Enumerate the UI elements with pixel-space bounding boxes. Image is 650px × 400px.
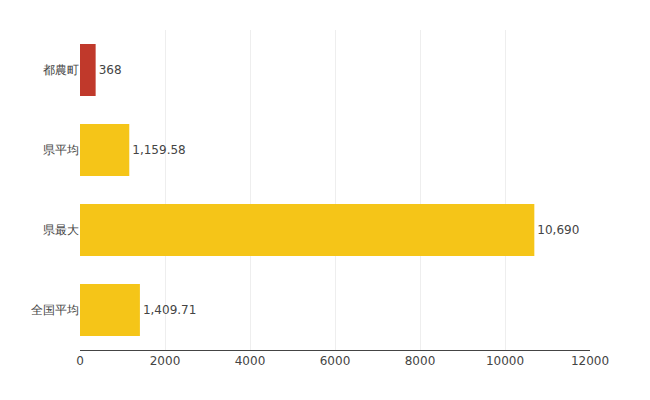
svg-text:10,690: 10,690 [537, 223, 579, 237]
svg-text:8000: 8000 [405, 354, 436, 368]
svg-text:4000: 4000 [235, 354, 266, 368]
svg-text:6000: 6000 [320, 354, 351, 368]
svg-text:都農町: 都農町 [43, 63, 79, 77]
svg-text:10000: 10000 [486, 354, 524, 368]
svg-text:県平均: 県平均 [43, 143, 79, 157]
svg-text:1,409.71: 1,409.71 [143, 303, 196, 317]
svg-text:県最大: 県最大 [43, 223, 79, 237]
svg-text:0: 0 [76, 354, 84, 368]
svg-text:1,159.58: 1,159.58 [132, 143, 185, 157]
svg-text:368: 368 [99, 63, 122, 77]
svg-text:2000: 2000 [150, 354, 181, 368]
svg-text:12000: 12000 [571, 354, 609, 368]
svg-text:全国平均: 全国平均 [31, 303, 79, 317]
